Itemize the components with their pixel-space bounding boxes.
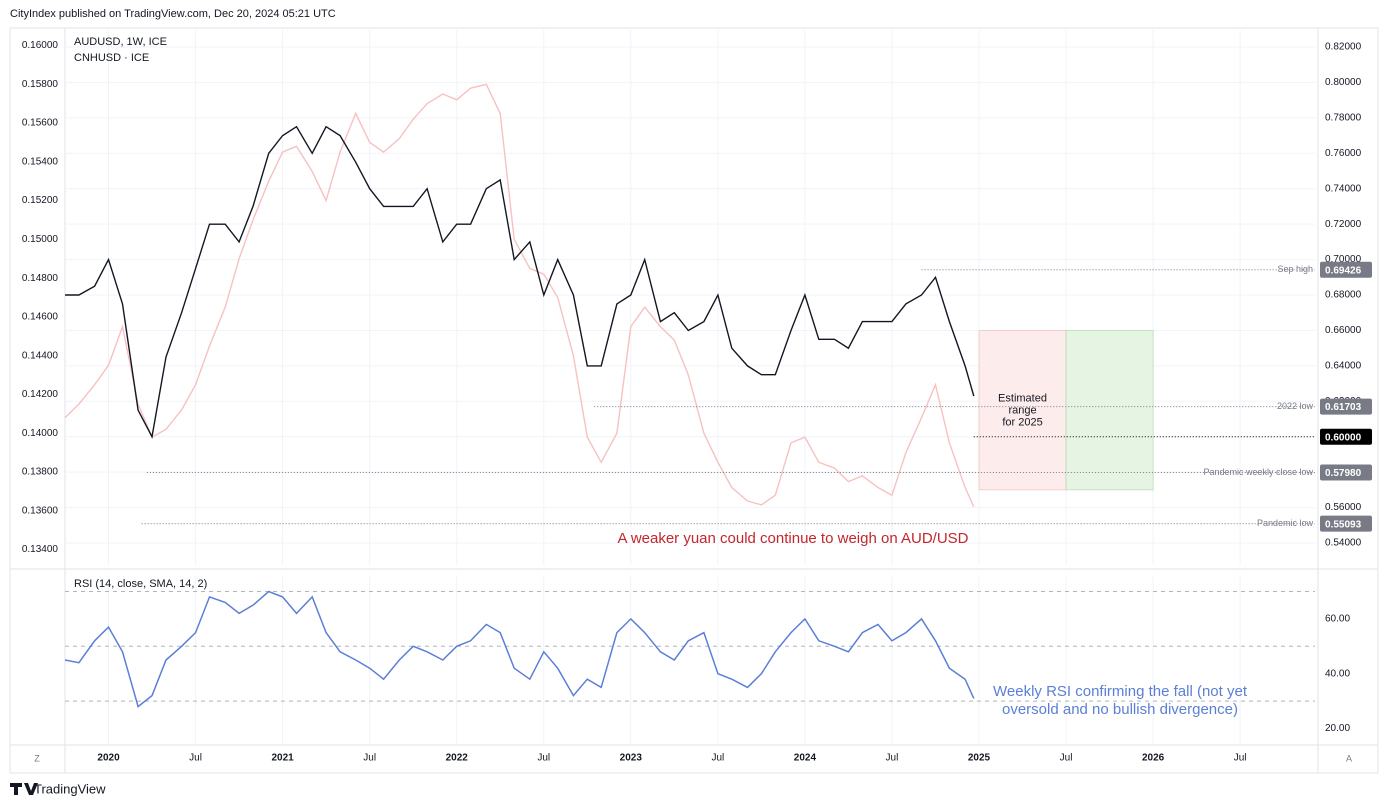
level-value: 0.55093 <box>1325 519 1362 530</box>
right-tick-label: 0.76000 <box>1325 148 1362 159</box>
level-value: 0.60000 <box>1325 432 1362 443</box>
right-tick-label: 0.56000 <box>1325 502 1362 513</box>
right-tick-label: 0.70000 <box>1325 254 1362 265</box>
left-tick-label: 0.14400 <box>22 350 59 361</box>
left-tick-label: 0.14200 <box>22 389 59 400</box>
rsi-annotation: oversold and no bullish divergence) <box>1002 701 1238 718</box>
rsi-tick-label: 60.00 <box>1325 614 1350 625</box>
level-badge <box>1320 398 1372 415</box>
right-tick-label: 0.72000 <box>1325 219 1362 230</box>
legend-entry: AUDUSD, 1W, ICE <box>74 36 167 48</box>
left-tick-label: 0.13400 <box>22 544 59 555</box>
rsi-tick-label: 20.00 <box>1325 723 1350 734</box>
series-line <box>64 83 975 508</box>
left-tick-label: 0.15800 <box>22 79 59 90</box>
left-tick-label: 0.15000 <box>22 234 59 245</box>
legend-entry: CNHUSD · ICE <box>74 52 149 64</box>
level-label: 2022 low <box>1277 401 1314 411</box>
right-tick-label: 0.54000 <box>1325 538 1362 549</box>
right-tick-label: 0.74000 <box>1325 183 1362 194</box>
x-tick-label: Jul <box>189 753 202 764</box>
x-tick-label: 2022 <box>446 753 469 764</box>
x-tick-label: 2025 <box>968 753 991 764</box>
right-tick-label: 0.68000 <box>1325 290 1362 301</box>
x-tick-label: Jul <box>886 753 899 764</box>
range-text: range <box>1008 404 1036 416</box>
auto-button[interactable]: A <box>1346 753 1352 763</box>
x-tick-label: 2026 <box>1142 753 1165 764</box>
left-tick-label: 0.14800 <box>22 273 59 284</box>
left-tick-label: 0.15400 <box>22 156 59 167</box>
level-badge <box>1320 261 1372 278</box>
left-tick-label: 0.15200 <box>22 195 59 206</box>
scale-button[interactable]: Z <box>34 753 40 763</box>
x-tick-label: Jul <box>363 753 376 764</box>
right-tick-label: 0.78000 <box>1325 113 1362 124</box>
right-tick-label: 0.64000 <box>1325 361 1362 372</box>
range-box <box>1065 330 1154 491</box>
range-box <box>978 330 1067 491</box>
level-badge <box>1320 515 1372 532</box>
level-value: 0.57980 <box>1325 468 1362 479</box>
left-tick-label: 0.14000 <box>22 428 59 439</box>
x-tick-label: Jul <box>1234 753 1247 764</box>
tradingview-logo <box>10 783 38 795</box>
publish-header: CityIndex published on TradingView.com, … <box>10 8 336 20</box>
level-label: Sep high <box>1277 264 1313 274</box>
x-tick-label: 2024 <box>794 753 817 764</box>
left-tick-label: 0.13800 <box>22 467 59 478</box>
right-tick-label: 0.66000 <box>1325 325 1362 336</box>
range-text: Estimated <box>998 392 1047 404</box>
x-tick-label: 2023 <box>620 753 643 764</box>
rsi-line <box>64 590 975 708</box>
level-value: 0.61703 <box>1325 402 1362 413</box>
level-badge <box>1320 464 1372 481</box>
x-tick-label: Jul <box>1060 753 1073 764</box>
left-tick-label: 0.15600 <box>22 118 59 129</box>
series-line <box>65 125 975 439</box>
level-label: Pandemic weekly close low <box>1203 467 1313 477</box>
right-tick-label: 0.80000 <box>1325 77 1362 88</box>
footer-brand: TradingView <box>34 781 106 796</box>
range-text: for 2025 <box>1002 416 1042 428</box>
right-tick-label: 0.82000 <box>1325 42 1362 53</box>
x-tick-label: 2021 <box>271 753 294 764</box>
left-tick-label: 0.14600 <box>22 312 59 323</box>
level-badge <box>1320 428 1372 445</box>
rsi-title: RSI (14, close, SMA, 14, 2) <box>74 578 207 590</box>
level-label: Pandemic low <box>1257 518 1314 528</box>
left-tick-label: 0.16000 <box>22 40 59 51</box>
left-tick-label: 0.13600 <box>22 505 59 516</box>
rsi-tick-label: 40.00 <box>1325 668 1350 679</box>
rsi-annotation: Weekly RSI confirming the fall (not yet <box>993 683 1248 700</box>
chart-frame <box>9 27 1379 774</box>
x-tick-label: 2020 <box>97 753 120 764</box>
level-value: 0.69426 <box>1325 265 1362 276</box>
x-tick-label: Jul <box>537 753 550 764</box>
annotation: A weaker yuan could continue to weigh on… <box>617 530 968 547</box>
x-tick-label: Jul <box>711 753 724 764</box>
